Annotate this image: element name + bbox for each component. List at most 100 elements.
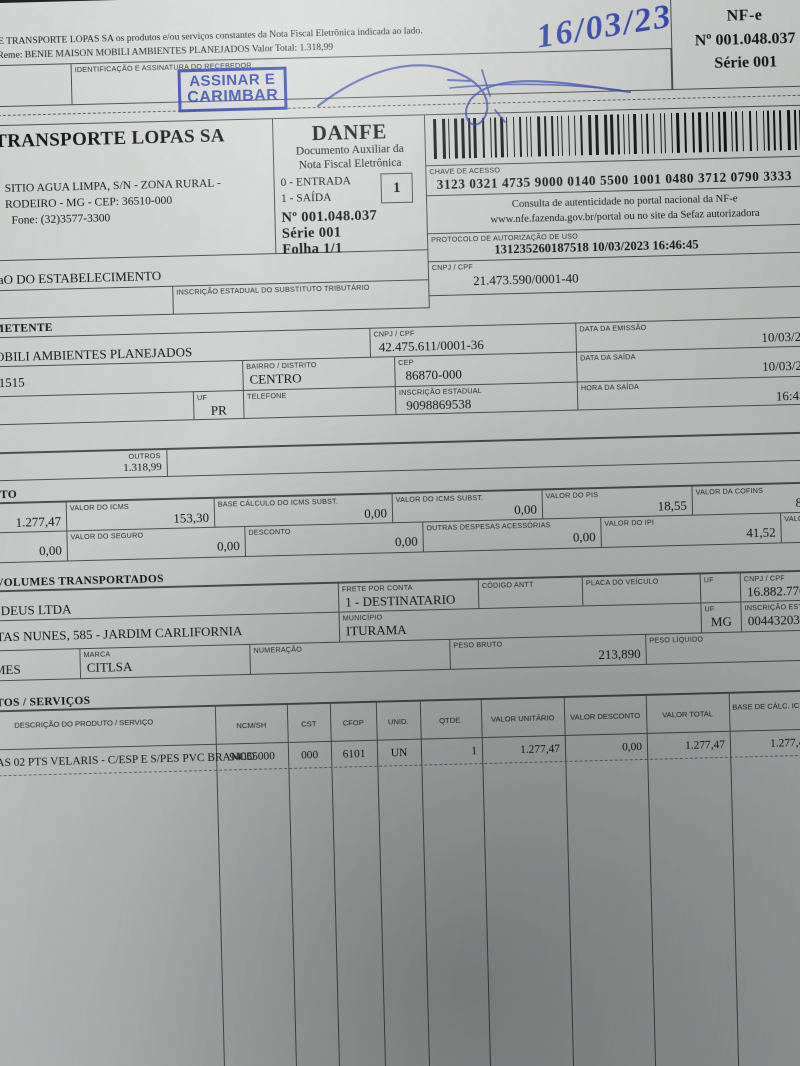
data-saida-value: 10/03/2023 — [761, 357, 800, 374]
outras-despesas-label: OUTRAS DESPESAS ACESSÓRIAS — [426, 520, 551, 533]
produtos-cell-valor_total: 1.277,47 — [684, 738, 726, 752]
destinatario-telefone-box: TELEFONE — [243, 387, 397, 419]
desconto-value: 0,00 — [394, 533, 418, 550]
produtos-column-header: CST — [301, 719, 317, 729]
especie-box: ESPÉCIE VOLUMES — [0, 649, 82, 683]
chave-acesso-label: CHAVE DE ACESSO — [429, 165, 501, 177]
produtos-cell-ncm: 94035000 — [229, 750, 276, 764]
transportador-cnpj-label: CNPJ / CPF — [743, 573, 786, 584]
destinatario-ie-box: INSCRIÇÃO ESTADUAL 9098869538 — [395, 382, 579, 416]
duplicatas-outros-box: OUTROS 1.318,99 — [0, 448, 169, 483]
destinatario-cep-box: CEP 86870-000 — [395, 352, 578, 388]
produtos-column-header: BASE DE CÁLC. ICMS — [732, 700, 800, 712]
produtos-column-header: NCM/SH — [236, 720, 267, 731]
numeracao-label: NUMERAÇÃO — [253, 644, 303, 655]
transportador-ie-label: INSCRIÇÃO ESTADUAL — [744, 601, 800, 613]
produtos-cell-valor_unitario: 1.277,47 — [520, 743, 561, 757]
destinatario-bairro-label: BAIRRO / DISTRITO — [246, 360, 317, 371]
destinatario-ie-value: 9098869538 — [406, 396, 472, 413]
destinatario-telefone-label: TELEFONE — [246, 390, 287, 401]
hora-saida-value: 16:45:00 — [775, 387, 800, 404]
emitente-cnpj-label: CNPJ / CPF — [431, 262, 474, 273]
valor-icms-box: VALOR DO ICMS 153,30 — [66, 497, 216, 532]
destinatario-cep-value: 86870-000 — [405, 366, 463, 383]
data-emissao-label: DATA DA EMISSÃO — [579, 322, 647, 334]
valor-ipi-label: VALOR DO IPI — [604, 517, 655, 528]
valor-seguro-value: 0,00 — [216, 538, 240, 554]
stamp-line-2: CARIMBAR — [186, 86, 279, 107]
destinatario-endereco-value: NAVES, 1515 — [0, 374, 25, 392]
transportador-municipio-value: ITURAMA — [345, 621, 407, 639]
nfe-serie: Série 001 — [714, 53, 778, 72]
destinatario-cnpj-value: 42.475.611/0001-36 — [378, 336, 484, 355]
valor-seguro-label: VALOR DO SEGURO — [70, 530, 144, 542]
destinatario-municipio-box — [0, 392, 195, 427]
valor-frete-value: 0,00 — [38, 542, 63, 559]
frete-por-conta-value: 1 - DESTINATARIO — [345, 591, 456, 610]
emitente-ie-box: UAL 010 — [0, 286, 174, 321]
data-emissao-value: 10/03/2023 — [761, 328, 800, 345]
produtos-column-header: DESCRIÇÃO DO PRODUTO / SERVIÇO — [14, 717, 154, 730]
placa-veiculo-label: PLACA DO VEÍCULO — [585, 576, 659, 588]
valor-icms-value: 153,30 — [173, 509, 210, 526]
transportador-cnpj-value: 16.882.770/0004 — [746, 582, 800, 600]
transportador-uf-label: UF — [704, 604, 715, 614]
numeracao-box: NUMERAÇÃO — [250, 639, 451, 675]
transportador-ie-box: INSCRIÇÃO ESTADUAL 0044320360087 — [741, 597, 800, 633]
danfe-saida-label: 1 - SAÍDA — [280, 191, 332, 205]
produtos-column-header: VALOR TOTAL — [662, 709, 714, 720]
valor-ipi-box: VALOR DO IPI 41,52 — [601, 513, 782, 548]
peso-liquido-box: PESO LÍQUIDO — [646, 630, 800, 665]
valor-cofins-label: VALOR DA COFINS — [695, 485, 764, 497]
transportador-cnpj-box: CNPJ / CPF 16.882.770/0004 — [740, 567, 800, 603]
transportador-uf-box: UF MG — [701, 602, 743, 634]
data-saida-label: DATA DA SAÍDA — [580, 352, 636, 363]
valor-cofins-box: VALOR DA COFINS 85,44 — [692, 482, 800, 516]
placa-veiculo-box: PLACA DO VEÍCULO — [582, 573, 702, 607]
destinatario-uf-label: UF — [196, 392, 208, 403]
transportador-endereco-value: E FREITAS NUNES, 585 - JARDIM CARLIFORNI… — [0, 623, 243, 646]
produtos-column-header: VALOR UNITÁRIO — [490, 713, 555, 724]
destinatario-bairro-value: CENTRO — [249, 370, 302, 387]
desconto-box: DESCONTO 0,00 — [245, 522, 425, 557]
recibo-data-box: EBIMENTO — [0, 63, 73, 109]
produtos-cell-qtde: 1 — [471, 745, 478, 758]
valor-icms-st-box: VALOR DO ICMS SUBST. 0,00 — [392, 489, 544, 524]
natureza-operacao-value: PRODUcaO DO ESTABELECIMENTO — [0, 268, 162, 289]
valor-total-nota-box: VALOR TOTAL DA NOTA 1.3 — [781, 508, 800, 544]
produtos-column-header: UNID. — [387, 716, 409, 727]
base-icms-value: 1.277,47 — [15, 513, 62, 530]
danfe-tipo-operacao-value: 1 — [392, 179, 401, 197]
nfe-summary-box: NF-e Nº 001.048.037 Série 001 — [669, 0, 800, 91]
valor-pis-value: 18,55 — [657, 497, 688, 514]
valor-icms-st-label: VALOR DO ICMS SUBST. — [395, 492, 484, 505]
outras-despesas-value: 0,00 — [572, 529, 596, 545]
danfe-tipo-operacao-box: 1 — [380, 172, 414, 204]
peso-liquido-label: PESO LÍQUIDO — [649, 634, 704, 645]
frete-por-conta-label: FRETE POR CONTA — [341, 582, 413, 594]
produtos-column-header: QTDE. — [439, 715, 463, 726]
valor-icms-label: VALOR DO ICMS — [69, 501, 130, 513]
base-icms-box: O DO ICMS 1.277,47 — [0, 501, 68, 535]
peso-bruto-label: PESO BRUTO — [453, 639, 503, 650]
produtos-table: DESCRIÇÃO DO PRODUTO / SERVIÇO NCM/SH CST C… — [0, 687, 800, 1066]
base-icms-st-label: BASE CÁLCULO DO ICMS SUBST. — [217, 496, 339, 509]
produtos-cell-cfop: 6101 — [342, 748, 366, 761]
assinar-carimbar-stamp: ASSINAR E CARIMBAR — [177, 66, 288, 113]
produtos-column-header: CFOP — [342, 718, 364, 728]
marca-box: MARCA CITLSA — [80, 644, 252, 680]
peso-bruto-value: 213,890 — [598, 646, 641, 663]
transportador-ie-value: 0044320360087 — [747, 611, 800, 629]
emitente-phone: Fone: (32)3577-3300 — [11, 211, 111, 227]
destinatario-cep-label: CEP — [398, 357, 414, 368]
duplicatas-outros-value: 1.318,99 — [123, 461, 162, 475]
produtos-column-header: VALOR DESCONTO — [570, 711, 641, 722]
hora-saida-box: HORA DA SAÍDA 16:45:00 — [577, 376, 800, 411]
marca-value: CITLSA — [86, 658, 133, 676]
uf-placa-label: UF — [703, 575, 714, 585]
valor-frete-box: 0,00 — [0, 531, 69, 565]
desconto-label: DESCONTO — [248, 526, 291, 537]
uf-placa-value — [701, 584, 740, 585]
